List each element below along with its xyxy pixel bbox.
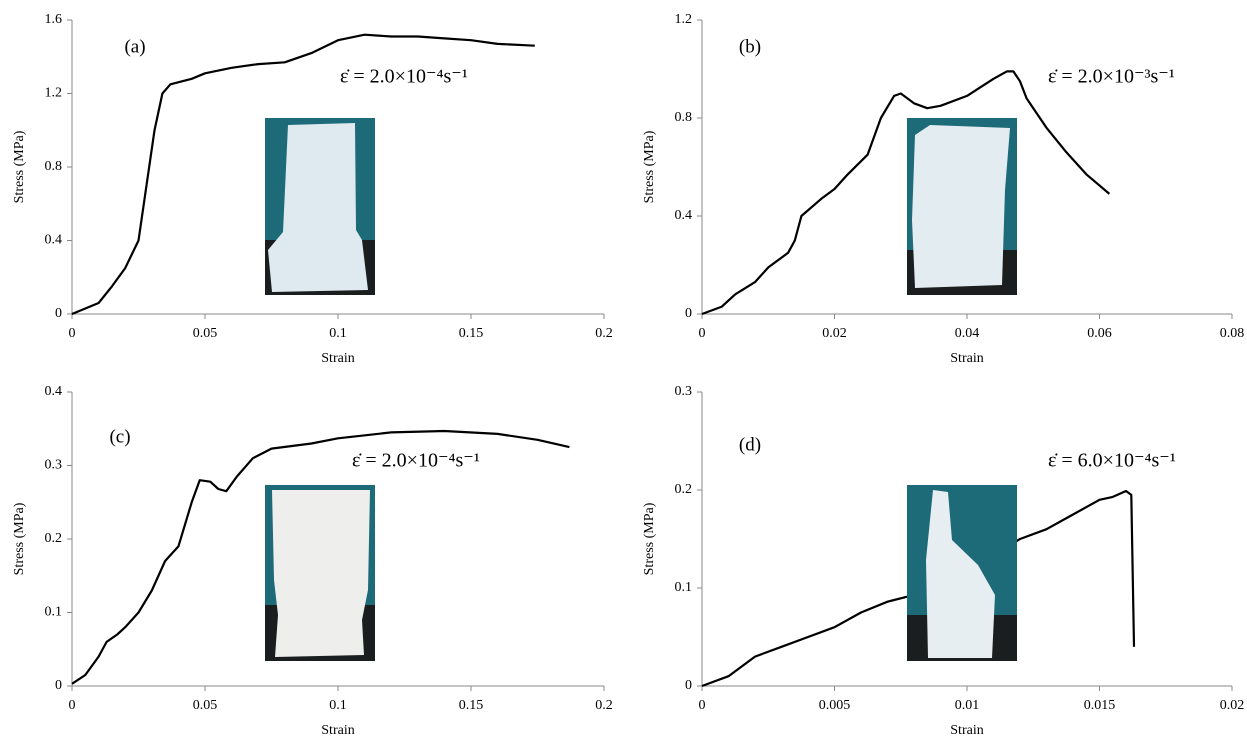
x-axis-label: Strain xyxy=(950,723,983,738)
panel-label: (b) xyxy=(739,36,761,57)
y-tick-label: 1.6 xyxy=(45,12,63,27)
photos xyxy=(265,118,1017,661)
panel-label: (a) xyxy=(124,36,145,57)
x-tick-label: 0.06 xyxy=(1087,326,1112,341)
photo-c xyxy=(265,485,375,661)
x-tick-label: 0 xyxy=(69,698,76,713)
stress-strain-curve xyxy=(71,429,570,685)
y-tick-label: 0 xyxy=(685,306,692,321)
photo-a xyxy=(265,118,375,295)
x-axis-label: Strain xyxy=(321,351,354,366)
x-tick-label: 0.15 xyxy=(459,326,484,341)
strain-rate-annotation: ε̇ = 2.0×10⁻⁴s⁻¹ xyxy=(352,450,480,472)
y-tick-label: 0.4 xyxy=(45,384,63,399)
x-tick-label: 0 xyxy=(69,326,76,341)
y-tick-label: 0.8 xyxy=(675,110,693,125)
photo-b xyxy=(907,118,1017,295)
y-tick-label: 0.1 xyxy=(675,580,693,595)
panel-label: (c) xyxy=(109,426,130,447)
y-tick-label: 0.4 xyxy=(675,208,693,223)
x-tick-label: 0.15 xyxy=(459,698,484,713)
x-tick-label: 0.01 xyxy=(955,698,980,713)
x-tick-label: 0 xyxy=(699,698,706,713)
y-axis-label: Stress (MPa) xyxy=(12,502,27,575)
y-tick-label: 1.2 xyxy=(675,12,693,27)
x-tick-label: 0.05 xyxy=(193,326,218,341)
y-tick-label: 0 xyxy=(685,678,692,693)
x-tick-label: 0.005 xyxy=(819,698,851,713)
stress-strain-curve xyxy=(71,33,535,316)
y-axis-label: Stress (MPa) xyxy=(642,130,657,203)
y-tick-label: 0 xyxy=(55,306,62,321)
x-axis-label: Strain xyxy=(950,351,983,366)
panel-label: (d) xyxy=(739,434,761,455)
x-tick-label: 0.02 xyxy=(1220,698,1245,713)
y-tick-label: 1.2 xyxy=(45,86,63,101)
y-tick-label: 0.1 xyxy=(45,605,63,620)
x-tick-label: 0 xyxy=(699,326,706,341)
y-axis-label: Stress (MPa) xyxy=(642,502,657,575)
x-tick-label: 0.1 xyxy=(329,326,347,341)
x-tick-label: 0.015 xyxy=(1084,698,1116,713)
y-tick-label: 0 xyxy=(55,678,62,693)
strain-rate-annotation: ε̇ = 6.0×10⁻⁴s⁻¹ xyxy=(1048,450,1176,472)
x-tick-label: 0.1 xyxy=(329,698,347,713)
x-tick-label: 0.2 xyxy=(595,326,613,341)
y-tick-label: 0.4 xyxy=(45,233,63,248)
y-tick-label: 0.2 xyxy=(675,482,693,497)
photo-d xyxy=(907,485,1017,661)
stress-strain-curve xyxy=(701,70,1111,316)
y-tick-label: 0.8 xyxy=(45,159,63,174)
x-tick-label: 0.05 xyxy=(193,698,218,713)
y-tick-label: 0.3 xyxy=(675,384,693,399)
y-axis-label: Stress (MPa) xyxy=(12,130,27,203)
x-tick-label: 0.08 xyxy=(1220,326,1245,341)
x-tick-label: 0.02 xyxy=(822,326,847,341)
y-tick-label: 0.3 xyxy=(45,458,63,473)
strain-rate-annotation: ε̇ = 2.0×10⁻³s⁻¹ xyxy=(1048,66,1175,88)
x-tick-label: 0.2 xyxy=(595,698,613,713)
x-tick-label: 0.04 xyxy=(955,326,980,341)
x-axis-label: Strain xyxy=(321,723,354,738)
strain-rate-annotation: ε̇ = 2.0×10⁻⁴s⁻¹ xyxy=(340,66,468,88)
y-tick-label: 0.2 xyxy=(45,531,63,546)
